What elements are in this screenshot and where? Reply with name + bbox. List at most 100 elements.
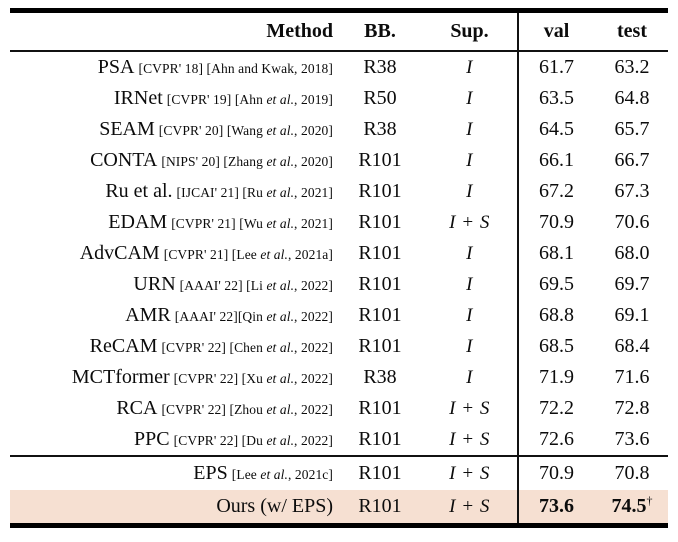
method-name: AMR xyxy=(125,304,171,326)
method-cell: URN [AAAI' 22] [Li et al., 2022] xyxy=(10,269,338,300)
citation-pre: [AAAI' 22] [Li xyxy=(179,278,267,293)
header-backbone: BB. xyxy=(364,20,396,42)
table-body-bottom: EPS [Lee et al., 2021c] R101 I + S 70.9 7… xyxy=(10,457,668,523)
method-name: ReCAM xyxy=(89,335,158,357)
backbone-cell: R101 xyxy=(358,335,402,357)
citation-pre: [IJCAI' 21] [Ru xyxy=(176,185,267,200)
method-citation: [CVPR' 20] [Wang et al., 2020] xyxy=(159,123,333,138)
method-cell: CONTA [NIPS' 20] [Zhang et al., 2020] xyxy=(10,145,338,176)
citation-post: , 2021] xyxy=(294,216,333,231)
backbone-cell: R101 xyxy=(358,149,402,171)
citation-etal: et al. xyxy=(266,309,295,324)
supervision-cell: I xyxy=(422,52,517,83)
method-name: URN xyxy=(133,273,176,295)
header-rule xyxy=(10,50,668,52)
test-score-cell: 63.2 xyxy=(614,56,650,78)
citation-pre: [CVPR' 22] [Du xyxy=(173,433,267,448)
backbone-cell: R101 xyxy=(358,397,402,419)
method-citation: [AAAI' 22] [Li et al., 2022] xyxy=(180,278,333,293)
citation-etal: et al. xyxy=(266,216,295,231)
table-row: SEAM [CVPR' 20] [Wang et al., 2020] R38 I… xyxy=(10,114,668,145)
backbone-cell: R38 xyxy=(363,366,397,388)
method-name: AdvCAM xyxy=(79,242,160,264)
citation-etal: et al. xyxy=(266,278,295,293)
val-score-cell: 68.8 xyxy=(539,304,574,326)
method-cell: ReCAM [CVPR' 22] [Chen et al., 2022] xyxy=(10,331,338,362)
test-score-cell: 70.8 xyxy=(614,462,650,484)
test-score-cell: 69.7 xyxy=(614,273,650,295)
citation-pre: [CVPR' 22] [Zhou xyxy=(161,402,267,417)
backbone-cell: R50 xyxy=(363,87,397,109)
citation-pre: [CVPR' 22] [Chen xyxy=(161,340,267,355)
method-name: Ru et al. xyxy=(105,180,173,202)
citation-post: , 2022] xyxy=(294,371,333,386)
method-cell: SEAM [CVPR' 20] [Wang et al., 2020] xyxy=(10,114,338,145)
method-name: SEAM xyxy=(99,118,155,140)
table-row: URN [AAAI' 22] [Li et al., 2022] R101 I 6… xyxy=(10,269,668,300)
supervision-symbols: I xyxy=(466,367,473,388)
citation-pre: [NIPS' 20] [Zhang xyxy=(161,154,267,169)
section-rule xyxy=(10,455,668,457)
header-supervision: Sup. xyxy=(450,20,489,42)
citation-post: , 2022] xyxy=(294,340,333,355)
supervision-symbols: I xyxy=(466,181,473,202)
supervision-cell: I + S xyxy=(422,424,517,455)
val-score-cell: 70.9 xyxy=(539,462,574,484)
test-score-cell: 64.8 xyxy=(614,87,650,109)
table-row: MCTformer [CVPR' 22] [Xu et al., 2022] R3… xyxy=(10,362,668,393)
supervision-symbols: I + S xyxy=(449,429,490,450)
method-citation: [CVPR' 22] [Du et al., 2022] xyxy=(174,433,333,448)
supervision-symbols: I xyxy=(466,150,473,171)
method-name: CONTA xyxy=(90,149,158,171)
supervision-cell: I xyxy=(422,145,517,176)
supervision-cell: I + S xyxy=(422,490,517,523)
citation-etal: et al. xyxy=(260,467,288,482)
supervision-symbols: I + S xyxy=(449,398,490,419)
val-score-cell: 71.9 xyxy=(539,366,574,388)
supervision-symbols: I xyxy=(466,336,473,357)
citation-etal: et al. xyxy=(266,402,295,417)
backbone-cell: R101 xyxy=(358,180,402,202)
supervision-cell: I xyxy=(422,114,517,145)
citation-post: , 2022] xyxy=(294,433,333,448)
method-cell: IRNet [CVPR' 19] [Ahn et al., 2019] xyxy=(10,83,338,114)
val-score-cell: 72.6 xyxy=(539,428,574,450)
citation-pre: [CVPR' 19] [Ahn xyxy=(166,92,267,107)
citation-post: , 2020] xyxy=(294,123,333,138)
test-score-cell: 71.6 xyxy=(614,366,650,388)
method-cell: Ru et al. [IJCAI' 21] [Ru et al., 2021] xyxy=(10,176,338,207)
val-score-cell: 67.2 xyxy=(539,180,574,202)
test-score-cell: 68.4 xyxy=(614,335,650,357)
table-row: Ru et al. [IJCAI' 21] [Ru et al., 2021] R… xyxy=(10,176,668,207)
val-score-cell: 73.6 xyxy=(539,495,574,517)
test-score-cell: 66.7 xyxy=(614,149,650,171)
method-citation: [AAAI' 22][Qin et al., 2022] xyxy=(175,309,333,324)
supervision-symbols: I xyxy=(466,243,473,264)
citation-etal: et al. xyxy=(266,185,295,200)
citation-post: , 2020] xyxy=(294,154,333,169)
supervision-symbols: I xyxy=(466,88,473,109)
citation-pre: [Lee xyxy=(231,467,261,482)
backbone-cell: R38 xyxy=(363,118,397,140)
supervision-cell: I xyxy=(422,83,517,114)
table-row: IRNet [CVPR' 19] [Ahn et al., 2019] R50 I… xyxy=(10,83,668,114)
citation-post: , 2022] xyxy=(294,402,333,417)
citation-post: , 2019] xyxy=(294,92,333,107)
method-name: Ours (w/ EPS) xyxy=(216,495,333,517)
test-score-cell: 68.0 xyxy=(614,242,650,264)
supervision-symbols: I + S xyxy=(449,496,490,517)
method-citation: [CVPR' 22] [Zhou et al., 2022] xyxy=(161,402,333,417)
method-cell: PPC [CVPR' 22] [Du et al., 2022] xyxy=(10,424,338,455)
supervision-symbols: I xyxy=(466,57,473,78)
method-citation: [CVPR' 21] [Lee et al., 2021a] xyxy=(164,247,333,262)
backbone-cell: R101 xyxy=(358,428,402,450)
method-name: MCTformer xyxy=(71,366,170,388)
val-score-cell: 69.5 xyxy=(539,273,574,295)
table-header-row: Method BB. Sup. val test xyxy=(10,13,668,50)
method-citation: [Lee et al., 2021c] xyxy=(232,467,333,482)
table-row: PPC [CVPR' 22] [Du et al., 2022] R101 I +… xyxy=(10,424,668,455)
val-score-cell: 72.2 xyxy=(539,397,574,419)
table-row: AMR [AAAI' 22][Qin et al., 2022] R101 I 6… xyxy=(10,300,668,331)
supervision-cell: I + S xyxy=(422,393,517,424)
test-score-cell: 73.6 xyxy=(614,428,650,450)
